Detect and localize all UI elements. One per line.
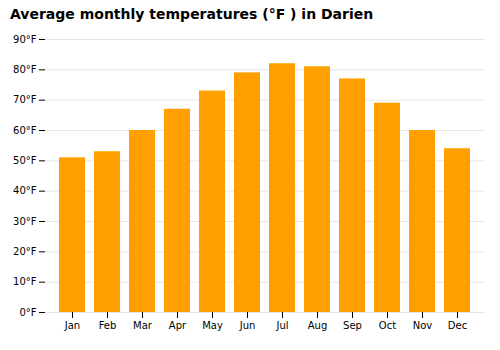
svg-text:Dec: Dec (448, 320, 467, 331)
svg-text:Jul: Jul (275, 320, 288, 331)
svg-text:50°F: 50°F (13, 155, 37, 166)
svg-text:Oct: Oct (379, 320, 396, 331)
svg-text:60°F: 60°F (13, 125, 37, 136)
html-text:Average monthly temperatures (: Average monthly temperatures (°F ) in Da… (10, 6, 374, 22)
svg-text:Aug: Aug (308, 320, 328, 331)
svg-text:Feb: Feb (99, 320, 117, 331)
svg-text:40°F: 40°F (13, 185, 37, 196)
svg-text:Mar: Mar (133, 320, 153, 331)
svg-text:10°F: 10°F (13, 276, 37, 287)
svg-text:80°F: 80°F (13, 64, 37, 75)
svg-text:30°F: 30°F (13, 216, 37, 227)
svg-text:May: May (202, 320, 223, 331)
svg-text:Apr: Apr (169, 320, 187, 331)
svg-text:Sep: Sep (343, 320, 362, 331)
svg-text:Jan: Jan (64, 320, 80, 331)
svg-text:20°F: 20°F (13, 246, 37, 257)
svg-text:Jun: Jun (239, 320, 256, 331)
svg-text:90°F: 90°F (13, 34, 37, 45)
svg-text:70°F: 70°F (13, 94, 37, 105)
svg-text:0°F: 0°F (19, 307, 36, 318)
svg-text:Nov: Nov (413, 320, 433, 331)
